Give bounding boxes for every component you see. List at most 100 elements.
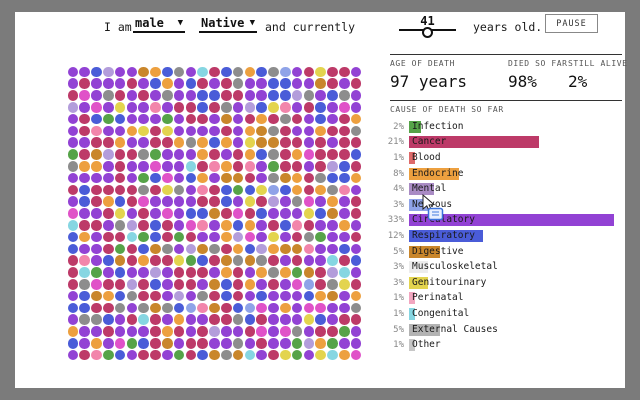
death-dot — [126, 66, 138, 78]
death-dot — [114, 278, 126, 290]
death-dot — [327, 184, 338, 196]
sex-select[interactable]: male ▼ — [133, 15, 185, 33]
death-dot — [291, 101, 303, 113]
death-dot — [220, 326, 232, 337]
death-dot — [303, 113, 315, 125]
death-dot — [256, 349, 267, 361]
death-dot — [232, 349, 244, 361]
death-dot — [220, 302, 232, 314]
death-dot — [173, 184, 185, 196]
death-dot — [126, 219, 138, 231]
years-old-label: years old. — [473, 20, 543, 34]
age-slider-handle[interactable] — [422, 27, 433, 38]
death-dot — [138, 278, 149, 290]
death-dot — [114, 78, 126, 89]
death-dot — [197, 172, 208, 184]
cause-bar-track: External Causes — [409, 323, 623, 336]
age-slider[interactable]: 41 — [399, 14, 456, 38]
cause-bar — [409, 292, 416, 305]
death-dot — [197, 90, 208, 101]
pause-button[interactable]: PAUSE — [545, 14, 598, 33]
death-dot — [138, 290, 149, 302]
death-dot — [91, 184, 102, 196]
death-dot — [150, 125, 161, 137]
death-dot — [338, 219, 350, 231]
death-dot — [79, 326, 90, 337]
death-dot — [327, 302, 338, 314]
death-dot — [67, 208, 79, 219]
death-dot — [126, 349, 138, 361]
death-dot — [232, 208, 244, 219]
death-dot — [303, 172, 315, 184]
app-canvas: I am male ▼ Native ▼ and currently 41 ye… — [15, 12, 627, 388]
death-dot — [197, 314, 208, 325]
death-dot — [291, 314, 303, 325]
death-dot — [173, 90, 185, 101]
death-dot — [315, 278, 326, 290]
death-dot — [79, 184, 90, 196]
death-dot — [315, 149, 326, 160]
death-dot — [291, 231, 303, 243]
death-dot — [79, 278, 90, 290]
death-dot — [315, 231, 326, 243]
death-dot — [173, 78, 185, 89]
death-dot — [197, 267, 208, 278]
cause-of-death-header: CAUSE OF DEATH SO FAR — [390, 105, 504, 114]
death-dot — [256, 314, 267, 325]
cause-bar — [409, 151, 416, 164]
death-dot — [185, 90, 197, 101]
death-dot — [244, 160, 256, 172]
death-dot — [350, 255, 362, 266]
death-dot — [315, 349, 326, 361]
death-dot — [67, 219, 79, 231]
cause-row: 1% Other — [373, 337, 623, 353]
death-dot — [291, 219, 303, 231]
death-dot — [150, 314, 161, 325]
death-dot — [185, 243, 197, 255]
death-dot — [185, 208, 197, 219]
death-dot — [114, 101, 126, 113]
death-dot — [173, 113, 185, 125]
race-select[interactable]: Native ▼ — [199, 15, 257, 33]
death-dot — [244, 290, 256, 302]
death-dot — [197, 208, 208, 219]
death-dot — [232, 172, 244, 184]
simulation-dot-grid — [67, 66, 362, 361]
death-dot — [114, 337, 126, 349]
death-dot — [114, 349, 126, 361]
death-dot — [291, 172, 303, 184]
death-dot — [338, 125, 350, 137]
death-dot — [114, 160, 126, 172]
death-dot — [161, 113, 173, 125]
death-dot — [315, 326, 326, 337]
death-dot — [268, 113, 279, 125]
death-dot — [79, 101, 90, 113]
death-dot — [138, 208, 149, 219]
death-dot — [256, 101, 267, 113]
death-dot — [244, 267, 256, 278]
death-dot — [91, 326, 102, 337]
death-dot — [268, 160, 279, 172]
death-dot — [303, 302, 315, 314]
death-dot — [67, 149, 79, 160]
cause-row: 5% Digestive — [373, 244, 623, 260]
death-dot — [185, 302, 197, 314]
cause-row: 3% Musculoskeletal — [373, 259, 623, 275]
death-dot — [150, 349, 161, 361]
death-dot — [244, 113, 256, 125]
death-dot — [338, 231, 350, 243]
death-dot — [244, 337, 256, 349]
cause-bar — [409, 245, 440, 258]
death-dot — [279, 101, 291, 113]
death-dot — [91, 160, 102, 172]
death-dot — [150, 243, 161, 255]
death-dot — [185, 160, 197, 172]
death-dot — [126, 78, 138, 89]
chevron-down-icon: ▼ — [249, 17, 255, 28]
death-dot — [126, 149, 138, 160]
death-dot — [126, 184, 138, 196]
cause-bar — [409, 136, 540, 149]
death-dot — [150, 160, 161, 172]
death-dot — [197, 349, 208, 361]
death-dot — [209, 302, 220, 314]
